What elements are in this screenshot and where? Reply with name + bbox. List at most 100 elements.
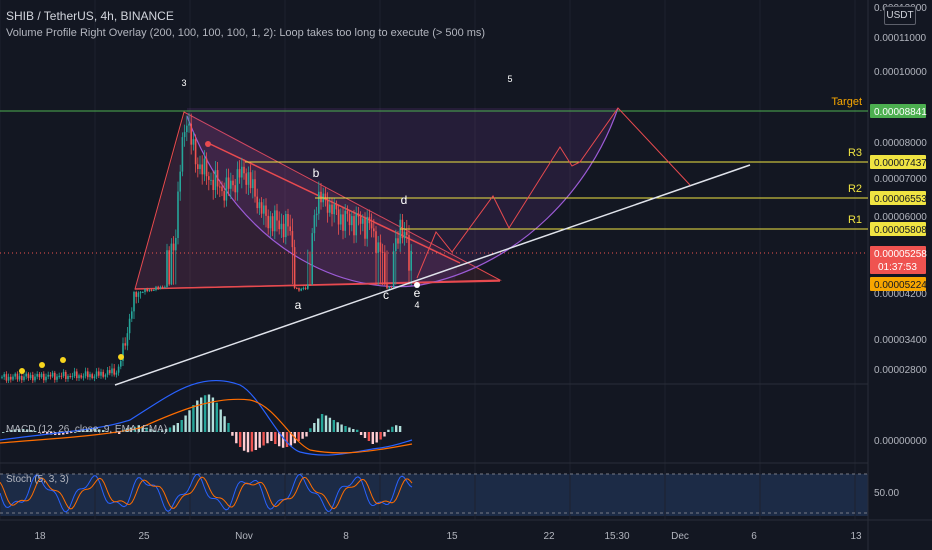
candle-38 [84, 371, 87, 377]
candle-154 [340, 214, 342, 225]
candle-134 [296, 287, 298, 289]
candle-31 [69, 376, 71, 378]
time-tick-3: 8 [343, 531, 349, 542]
macd-bar-16 [184, 415, 187, 432]
macd-bar-34 [254, 432, 257, 450]
candle-175 [386, 284, 388, 289]
level-tag-r3 [870, 155, 926, 169]
macd-bar-20 [200, 397, 203, 432]
candle-54 [120, 360, 122, 367]
candle-29 [65, 371, 67, 380]
signal-dot-2 [60, 357, 66, 363]
candle-26 [58, 375, 60, 377]
candle-13 [29, 374, 32, 379]
candle-166 [366, 216, 368, 239]
candle-68 [150, 289, 153, 291]
current-price-tag [870, 246, 926, 274]
time-tick-1: 25 [138, 531, 150, 542]
macd-bar-35 [258, 432, 261, 448]
macd-early-bar-2 [10, 430, 13, 432]
macd-early-bar-10 [42, 432, 45, 434]
wave-label-d-3: d [401, 193, 408, 207]
candle-19 [43, 373, 45, 381]
candle-63 [139, 292, 142, 294]
currency-button[interactable]: USDT [884, 6, 916, 25]
macd-bar-50 [317, 418, 320, 432]
candle-55 [122, 343, 124, 361]
macd-bar-39 [274, 432, 277, 444]
stoch-panel-label: Stoch (5, 3, 3) [6, 474, 69, 485]
candle-110 [243, 166, 245, 174]
time-tick-4: 15 [446, 531, 458, 542]
level-tag-r1 [870, 222, 926, 236]
candle-11 [25, 373, 27, 377]
price-tick-1: 0.00011000 [874, 33, 927, 44]
macd-line [0, 380, 413, 456]
macd-bar-41 [281, 432, 285, 448]
candle-67 [148, 289, 151, 292]
macd-bar-53 [328, 417, 332, 432]
time-tick-0: 18 [34, 531, 46, 542]
candle-66 [146, 288, 148, 292]
time-tick-2: Nov [235, 531, 253, 542]
candle-120 [265, 205, 267, 216]
candle-82 [181, 137, 184, 172]
macd-bar-45 [297, 432, 300, 441]
level-tag-text-target: 0.00008841 [874, 107, 927, 118]
candle-145 [320, 191, 322, 203]
candle-144 [318, 191, 320, 214]
candle-133 [293, 247, 296, 288]
candle-94 [208, 176, 210, 180]
candle-165 [364, 218, 366, 239]
level-tag-text-r2: 0.00006553 [874, 194, 927, 205]
macd-bar-65 [375, 432, 378, 443]
candle-89 [197, 164, 199, 169]
candle-130 [287, 213, 289, 227]
macd-bar-54 [332, 420, 335, 432]
macd-bar-36 [262, 432, 265, 446]
macd-bar-37 [266, 432, 269, 444]
candle-148 [326, 200, 329, 213]
candle-109 [241, 166, 243, 178]
candle-141 [311, 233, 313, 285]
candle-132 [291, 231, 294, 248]
macd-axis-tick: 0.00000000 [874, 436, 927, 447]
candle-147 [324, 193, 327, 201]
macd-bar-29 [235, 432, 238, 444]
candle-168 [370, 223, 373, 229]
candle-86 [190, 123, 192, 145]
macd-bar-8 [153, 430, 156, 432]
candle-27 [60, 375, 63, 377]
candle-137 [302, 287, 305, 289]
candle-50 [111, 368, 113, 374]
wave-label-c-5: c [383, 288, 389, 302]
candle-99 [219, 186, 221, 188]
candle-102 [225, 177, 228, 201]
candle-164 [362, 218, 364, 224]
candle-93 [205, 158, 208, 177]
candle-23 [51, 372, 54, 377]
candle-156 [344, 210, 346, 231]
macd-bar-64 [371, 432, 374, 444]
macd-bar-63 [367, 432, 371, 441]
candle-186 [410, 250, 412, 271]
candle-76 [168, 250, 170, 285]
candle-64 [142, 292, 144, 294]
macd-bar-13 [172, 425, 176, 432]
candle-58 [128, 318, 131, 334]
macd-bar-66 [379, 432, 382, 440]
candle-71 [157, 286, 159, 289]
level-tag-target [870, 104, 926, 118]
macd-early-bar-26 [106, 431, 109, 432]
macd-early-bar-11 [46, 432, 49, 434]
candle-8 [18, 375, 21, 380]
signal-line [0, 398, 413, 454]
macd-bar-42 [285, 432, 289, 447]
macd-early-bar-5 [22, 429, 25, 432]
macd-bar-18 [192, 405, 195, 432]
macd-bar-30 [239, 432, 242, 447]
level-tag-r2 [870, 191, 926, 205]
candle-15 [34, 376, 36, 381]
